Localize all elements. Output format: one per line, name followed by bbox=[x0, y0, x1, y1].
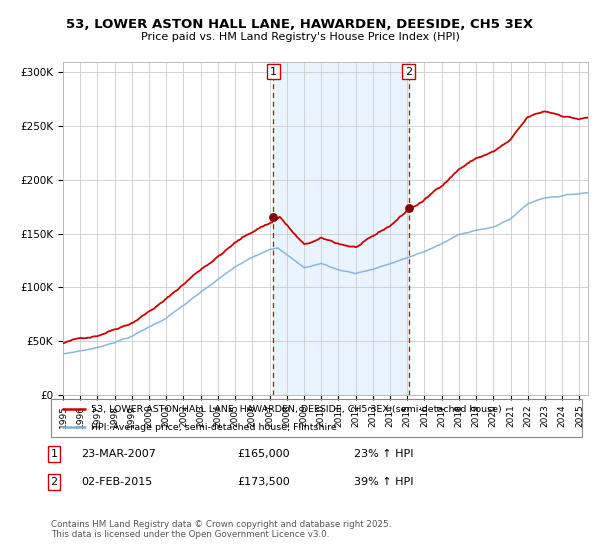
Text: 39% ↑ HPI: 39% ↑ HPI bbox=[354, 477, 413, 487]
Text: 1: 1 bbox=[270, 67, 277, 77]
Text: 23-MAR-2007: 23-MAR-2007 bbox=[81, 449, 156, 459]
Text: 23% ↑ HPI: 23% ↑ HPI bbox=[354, 449, 413, 459]
Bar bbox=[274, 62, 409, 395]
Point bbox=[404, 204, 413, 213]
Text: £173,500: £173,500 bbox=[237, 477, 290, 487]
Text: 02-FEB-2015: 02-FEB-2015 bbox=[81, 477, 152, 487]
Text: Contains HM Land Registry data © Crown copyright and database right 2025.
This d: Contains HM Land Registry data © Crown c… bbox=[51, 520, 391, 539]
Text: 53, LOWER ASTON HALL LANE, HAWARDEN, DEESIDE, CH5 3EX (semi-detached house): 53, LOWER ASTON HALL LANE, HAWARDEN, DEE… bbox=[91, 405, 502, 414]
Text: HPI: Average price, semi-detached house, Flintshire: HPI: Average price, semi-detached house,… bbox=[91, 423, 337, 432]
Point bbox=[269, 213, 278, 222]
Text: 53, LOWER ASTON HALL LANE, HAWARDEN, DEESIDE, CH5 3EX: 53, LOWER ASTON HALL LANE, HAWARDEN, DEE… bbox=[67, 18, 533, 31]
Text: £165,000: £165,000 bbox=[237, 449, 290, 459]
Text: Price paid vs. HM Land Registry's House Price Index (HPI): Price paid vs. HM Land Registry's House … bbox=[140, 32, 460, 42]
Text: 2: 2 bbox=[405, 67, 412, 77]
Text: 1: 1 bbox=[50, 449, 58, 459]
Text: 2: 2 bbox=[50, 477, 58, 487]
